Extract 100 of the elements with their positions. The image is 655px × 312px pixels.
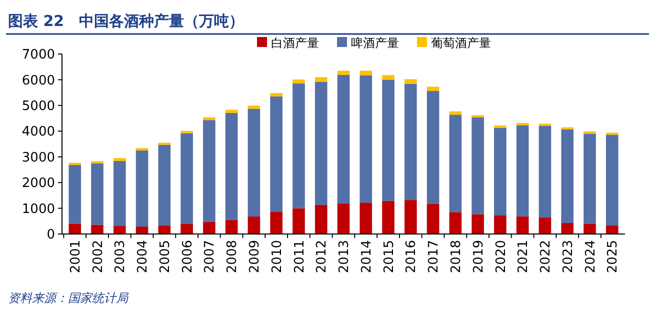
legend-label: 葡萄酒产量 [431, 36, 491, 50]
bar [494, 125, 506, 128]
bar [538, 218, 552, 234]
x-tick-label: 2006 [180, 240, 196, 274]
bar [584, 224, 596, 234]
bar [113, 158, 126, 161]
bar [606, 226, 618, 234]
bar [203, 117, 216, 120]
x-tick-label: 2019 [471, 240, 486, 274]
bar [360, 70, 372, 76]
bar [472, 115, 484, 118]
bar [158, 144, 171, 226]
bar [225, 112, 238, 220]
x-tick-label: 2014 [359, 240, 374, 274]
y-tick-label: 7000 [22, 48, 55, 63]
x-tick-label: 2002 [90, 240, 106, 274]
x-tick-label: 2025 [606, 240, 621, 274]
x-tick-label: 2022 [538, 240, 554, 274]
bar [382, 80, 394, 201]
bar [538, 126, 552, 218]
bar [113, 160, 126, 226]
bar [472, 214, 484, 234]
bar [584, 134, 596, 224]
bar [225, 110, 238, 113]
bar [68, 164, 82, 224]
bar [382, 75, 394, 80]
x-tick-label: 2011 [292, 240, 308, 274]
y-tick-label: 4000 [22, 124, 55, 140]
bar [270, 93, 282, 96]
bar [68, 224, 82, 234]
bar [449, 212, 462, 234]
y-tick-label: 1000 [22, 202, 55, 217]
x-tick-label: 2021 [516, 240, 532, 274]
x-tick-label: 2017 [426, 240, 442, 274]
x-tick-label: 2004 [136, 240, 151, 274]
legend-label: 啤酒产量 [351, 36, 399, 50]
bar [91, 224, 104, 234]
x-tick-label: 2009 [248, 240, 263, 274]
bar [248, 108, 260, 217]
bar [225, 220, 238, 234]
y-tick-label: 0 [46, 228, 55, 243]
bar [113, 226, 126, 234]
bar [314, 77, 328, 82]
bar [494, 128, 506, 216]
bar [136, 226, 148, 234]
bar [270, 96, 282, 212]
bar [516, 216, 529, 234]
bar [426, 204, 440, 234]
bar [404, 84, 417, 200]
x-tick-label: 2020 [494, 240, 509, 274]
bar [449, 114, 462, 212]
x-tick-label: 2010 [270, 240, 285, 274]
bar [360, 202, 372, 234]
x-tick-label: 2012 [314, 240, 330, 274]
x-tick-label: 2007 [202, 240, 218, 274]
bar [180, 133, 193, 224]
y-tick-label: 5000 [22, 98, 55, 114]
bar [404, 79, 417, 84]
x-tick-label: 2015 [382, 240, 397, 274]
bar [606, 134, 618, 226]
bar [248, 216, 260, 234]
x-tick-label: 2024 [583, 240, 598, 274]
bar [516, 125, 529, 216]
bar [292, 83, 305, 208]
x-tick-label: 2008 [225, 240, 240, 274]
bar [314, 82, 328, 205]
bar [314, 204, 328, 234]
bar [180, 224, 193, 234]
y-tick-label: 6000 [22, 73, 55, 88]
bar [292, 79, 305, 84]
bar [337, 70, 350, 75]
x-tick-label: 2001 [68, 240, 84, 274]
bar [472, 118, 484, 214]
bar [360, 75, 372, 203]
bar [248, 106, 260, 109]
bar [337, 74, 350, 204]
bar [270, 212, 282, 234]
bar [426, 90, 440, 204]
x-tick-label: 2016 [404, 240, 420, 274]
y-tick-label: 2000 [22, 176, 55, 192]
bar [404, 200, 417, 234]
x-tick-label: 2013 [337, 240, 352, 274]
text: 资料来源：国家统计局 [8, 291, 129, 305]
bar [382, 200, 394, 234]
bar [91, 163, 104, 225]
bar [494, 215, 506, 234]
x-tick-label: 2023 [560, 240, 576, 274]
chart-title: 图表 22 中国各酒种产量（万吨） [8, 12, 244, 30]
bar [203, 120, 216, 222]
y-tick-label: 3000 [22, 150, 55, 166]
x-tick-label: 2005 [158, 240, 173, 274]
legend-label: 白酒产量 [271, 36, 319, 50]
bar [136, 150, 148, 227]
bar [426, 86, 440, 91]
bar [337, 203, 350, 234]
bar [561, 129, 574, 223]
bar [292, 208, 305, 234]
x-tick-label: 2003 [113, 240, 128, 274]
bar [561, 222, 574, 234]
x-tick-label: 2018 [448, 240, 464, 274]
